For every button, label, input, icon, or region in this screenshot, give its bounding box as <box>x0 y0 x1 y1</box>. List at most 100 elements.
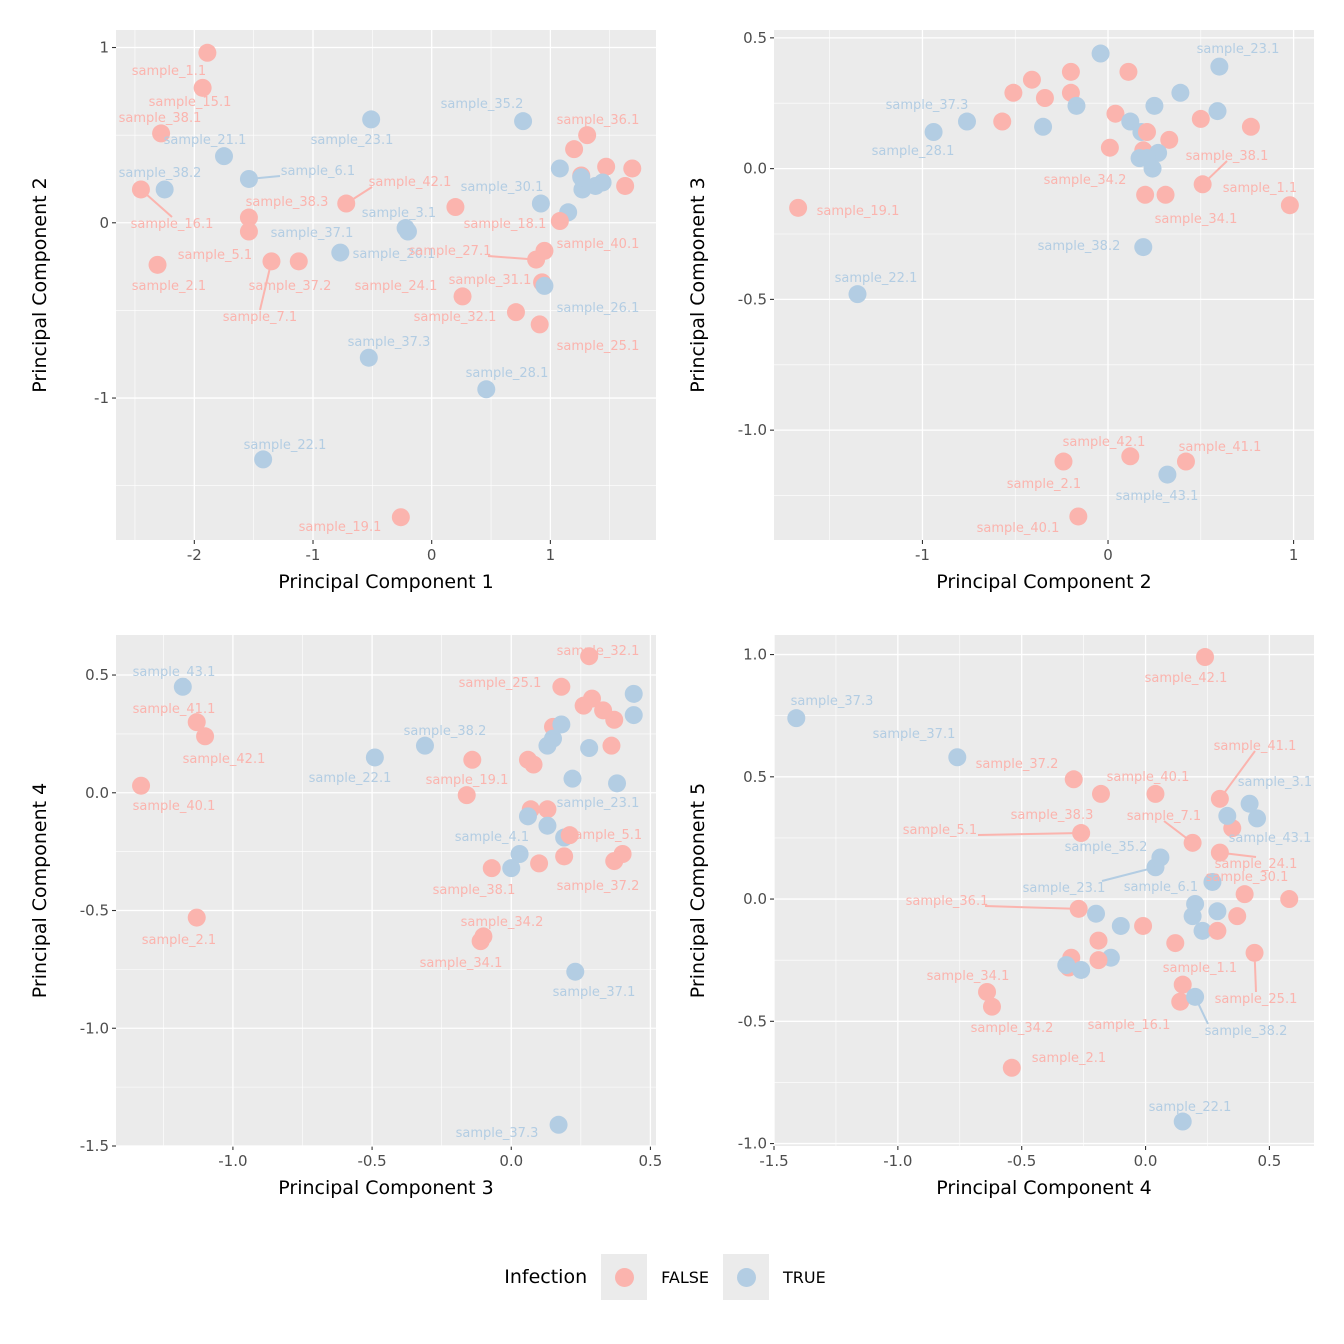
data-point <box>593 173 612 192</box>
data-point <box>1158 465 1177 484</box>
data-point <box>289 252 308 271</box>
point-label: sample_30.1 <box>461 180 544 195</box>
x-tick-label: 1 <box>1289 546 1299 564</box>
point-label: sample_16.1 <box>1088 1018 1171 1033</box>
point-label: sample_7.1 <box>1127 809 1201 824</box>
point-label: sample_7.1 <box>223 310 297 325</box>
data-point <box>555 847 574 866</box>
x-tick-label: -1 <box>306 546 321 564</box>
x-tick-label: -1 <box>915 546 930 564</box>
label-segment <box>984 905 1079 910</box>
data-point <box>1002 1058 1021 1077</box>
y-tick-label: -1.5 <box>80 1137 109 1155</box>
point-label: sample_37.1 <box>553 985 636 1000</box>
data-point <box>1091 44 1110 63</box>
point-label: sample_27.1 <box>409 244 492 259</box>
data-point <box>530 315 549 334</box>
data-point <box>1173 975 1192 994</box>
point-label: sample_34.2 <box>971 1021 1054 1036</box>
data-point <box>1146 784 1165 803</box>
point-label: sample_3.1 <box>1238 775 1312 790</box>
label-segment <box>487 255 537 261</box>
data-point <box>1280 196 1299 215</box>
data-point <box>331 243 350 262</box>
data-point <box>506 303 525 322</box>
point-label: sample_2.1 <box>1032 1051 1106 1066</box>
y-tick-label: -0.5 <box>738 290 767 308</box>
data-point <box>1193 921 1212 940</box>
point-labels: sample_37.3 sample_37.1 sample_42.1 sample_… <box>791 671 1313 1115</box>
point-label: sample_28.1 <box>466 366 549 381</box>
point-label: sample_40.1 <box>133 799 216 814</box>
data-point <box>1054 452 1073 471</box>
point-label: sample_37.2 <box>976 757 1059 772</box>
point-label: sample_6.1 <box>1124 880 1198 895</box>
point-label: sample_15.1 <box>149 95 232 110</box>
x-tick-label: -1.5 <box>759 1152 788 1170</box>
point-label: sample_38.1 <box>433 883 516 898</box>
y-tick-label: 0.0 <box>743 160 767 178</box>
x-tick-label: 0.5 <box>1257 1152 1281 1170</box>
point-label: sample_38.3 <box>246 195 329 210</box>
legend-label-false: FALSE <box>661 1267 709 1287</box>
data-point <box>1119 62 1138 81</box>
data-point <box>535 276 554 295</box>
point-label: sample_24.1 <box>355 279 438 294</box>
data-point <box>1106 104 1125 123</box>
data-point <box>578 126 597 145</box>
data-point <box>1134 238 1153 257</box>
data-point <box>624 706 643 725</box>
data-point <box>1183 907 1202 926</box>
y-tick-label: 0.5 <box>743 768 767 786</box>
data-point <box>471 932 490 951</box>
data-point <box>1137 149 1156 168</box>
point-label: sample_4.1 <box>455 830 529 845</box>
point-label: sample_38.1 <box>119 111 202 126</box>
data-point <box>1218 806 1237 825</box>
point-label: sample_35.2 <box>1065 840 1148 855</box>
data-point <box>1176 452 1195 471</box>
legend-dot-true <box>736 1267 756 1287</box>
point-label: sample_5.1 <box>178 248 252 263</box>
point-label: sample_23.1 <box>1197 42 1280 57</box>
x-tick-label: 0 <box>1103 546 1113 564</box>
data-point <box>1034 117 1053 136</box>
point-label: sample_34.2 <box>461 915 544 930</box>
point-label: sample_5.1 <box>568 828 642 843</box>
y-tick-label: 1.0 <box>743 646 767 664</box>
point-label: sample_23.1 <box>557 796 640 811</box>
x-tick-label: 0.5 <box>639 1152 663 1170</box>
data-point <box>948 748 967 767</box>
point-label: sample_1.1 <box>1223 181 1297 196</box>
data-point <box>457 786 476 805</box>
label-segment <box>1101 866 1156 882</box>
points <box>132 647 643 1134</box>
x-tick-label: -0.5 <box>357 1152 386 1170</box>
data-point <box>580 647 599 666</box>
x-tick-label: -1.0 <box>883 1152 912 1170</box>
point-label: sample_20.1 <box>353 247 436 262</box>
y-axis-title: Principal Component 5 <box>687 783 709 998</box>
y-tick-label: 1 <box>99 39 109 57</box>
label-segment <box>1219 851 1257 858</box>
data-point <box>1100 138 1119 157</box>
data-point <box>215 147 233 166</box>
data-point <box>446 198 465 217</box>
point-label: sample_23.1 <box>311 133 394 148</box>
data-point <box>1241 117 1260 136</box>
y-axis-title: Principal Component 3 <box>687 177 709 392</box>
data-point <box>1171 83 1190 102</box>
data-point <box>453 287 472 306</box>
x-tick-label: 0.0 <box>1134 1152 1158 1170</box>
point-label: sample_36.1 <box>906 894 989 909</box>
point-label: sample_1.1 <box>132 64 206 79</box>
data-point <box>502 859 521 878</box>
legend-key-false <box>601 1254 648 1300</box>
data-point <box>415 736 434 755</box>
y-tick-label: -1.0 <box>738 1135 767 1153</box>
data-point <box>198 43 217 62</box>
data-point <box>1111 916 1130 935</box>
legend-dot-false <box>614 1267 634 1287</box>
